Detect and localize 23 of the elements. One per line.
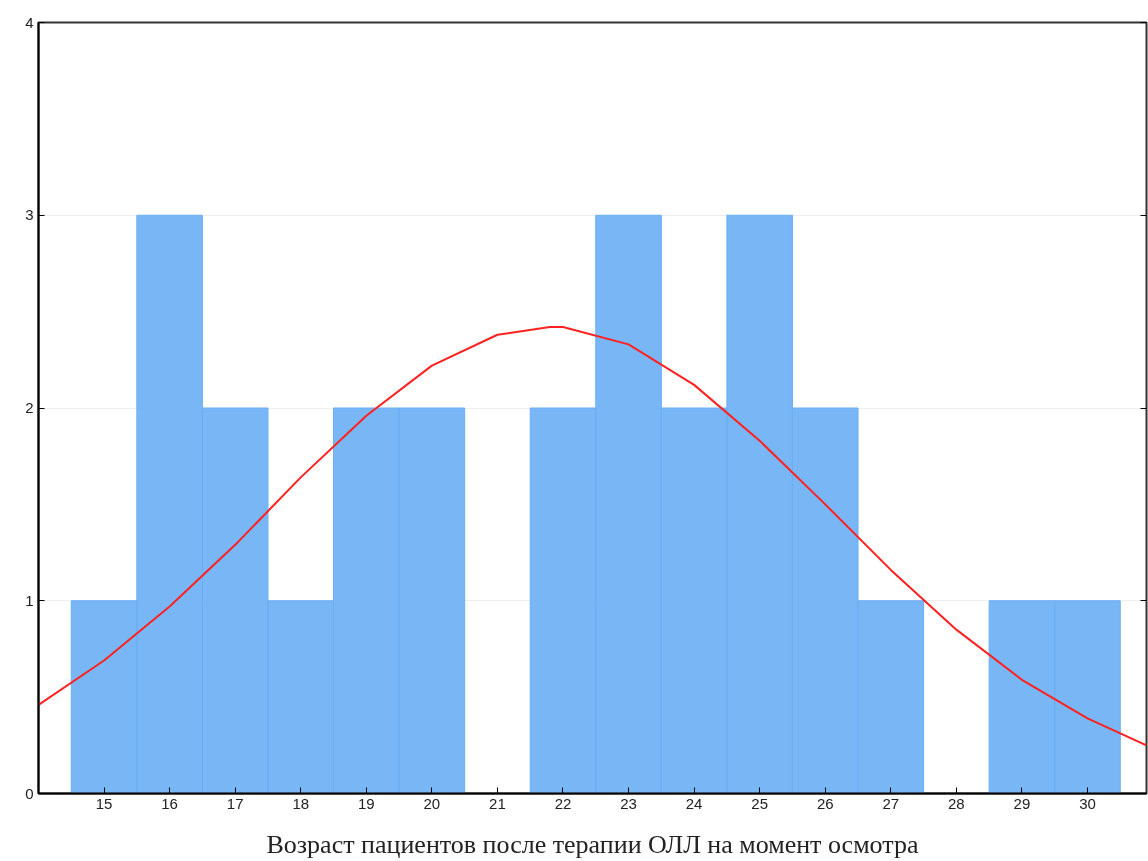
x-tick-label: 27: [882, 794, 900, 812]
x-axis-title: Возраст пациентов после терапии ОЛЛ на момент осмотра: [266, 829, 919, 859]
x-tick-label: 29: [1013, 794, 1031, 812]
y-tick-label: 1: [25, 591, 34, 609]
x-tick-label: 26: [816, 794, 834, 812]
x-tick-label: 18: [292, 794, 310, 812]
x-tick-label: 25: [751, 794, 769, 812]
x-tick-label: 30: [1079, 794, 1096, 812]
y-tick-label: 0: [25, 784, 34, 802]
x-tick-label: 15: [95, 794, 113, 812]
y-tick-label: 2: [25, 399, 34, 416]
x-tick-label: 20: [423, 794, 441, 812]
x-tick-label: 24: [685, 794, 703, 812]
x-tick-label: 28: [948, 794, 965, 812]
y-tick-label: 4: [25, 13, 34, 31]
y-tick-label: 3: [25, 206, 34, 224]
line-series: [38, 326, 1147, 747]
x-tick-label: 19: [357, 794, 375, 812]
x-tick-label: 17: [226, 794, 244, 812]
x-tick-label: 22: [554, 794, 572, 812]
x-tick-label: 21: [489, 794, 506, 812]
x-tick-label: 23: [620, 794, 637, 812]
x-tick-label: 16: [161, 794, 178, 812]
